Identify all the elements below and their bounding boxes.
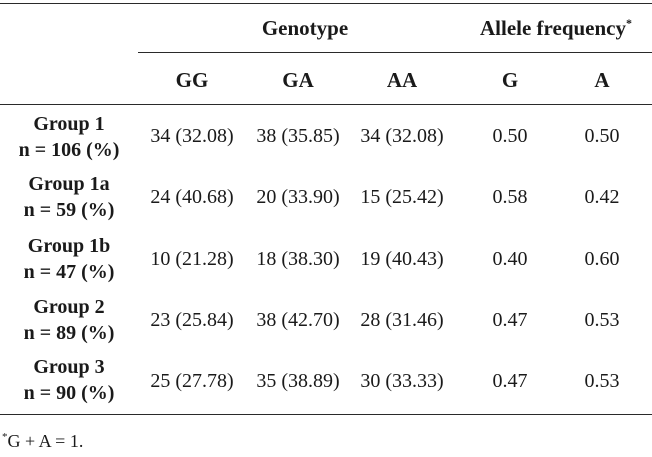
cell-gg: 10 (21.28) [150,248,234,270]
group-n: n = 90 (%) [23,382,115,404]
genotype-header: Genotype [261,16,349,40]
cell-g: 0.58 [492,186,528,208]
group-name: Group 2 [33,296,105,318]
row-label-group-1a: Group 1a n = 59 (%) [0,171,138,223]
cell-ga: 35 (38.89) [256,370,340,392]
cell-g: 0.47 [492,309,528,331]
cell-a: 0.53 [584,309,620,331]
group-name: Group 1b [27,235,111,257]
cell-a: 0.42 [584,186,620,208]
top-rule [0,3,652,4]
col-header-ga: GA [282,68,314,92]
cell-aa: 34 (32.08) [360,125,444,147]
cell-a: 0.60 [584,248,620,270]
header-rule [0,104,652,105]
cell-ga: 18 (38.30) [256,248,340,270]
allele-frequency-label: Allele frequency [480,16,626,40]
col-header-g: G [501,68,519,92]
group-name: Group 3 [33,356,105,378]
cell-gg: 24 (40.68) [150,186,234,208]
row-label-group-3: Group 3 n = 90 (%) [0,354,138,406]
table-footnote: *G + A = 1. [2,431,83,452]
row-label-group-1: Group 1 n = 106 (%) [0,111,138,163]
cell-gg: 25 (27.78) [150,370,234,392]
cell-aa: 19 (40.43) [360,248,444,270]
cell-gg: 34 (32.08) [150,125,234,147]
group-name: Group 1a [28,173,110,195]
col-header-a: A [594,68,610,92]
cell-g: 0.47 [492,370,528,392]
group-n: n = 59 (%) [23,199,115,221]
allele-frequency-marker: * [626,16,632,30]
bottom-rule [0,414,652,415]
allele-frequency-header: Allele frequency* [460,16,652,41]
cell-g: 0.50 [492,125,528,147]
row-label-group-2: Group 2 n = 89 (%) [0,294,138,346]
cell-aa: 28 (31.46) [360,309,444,331]
cell-ga: 38 (35.85) [256,125,340,147]
group-n: n = 89 (%) [23,322,115,344]
row-label-group-1b: Group 1b n = 47 (%) [0,233,138,285]
col-header-aa: AA [386,68,418,92]
cell-ga: 20 (33.90) [256,186,340,208]
group-n: n = 106 (%) [18,139,120,161]
cell-a: 0.53 [584,370,620,392]
cell-gg: 23 (25.84) [150,309,234,331]
group-name: Group 1 [33,113,105,135]
group-n: n = 47 (%) [23,261,115,283]
cell-aa: 15 (25.42) [360,186,444,208]
footnote-marker: * [2,431,8,443]
cell-ga: 38 (42.70) [256,309,340,331]
col-header-gg: GG [175,68,209,92]
footnote-text: G + A = 1. [7,431,84,451]
cell-g: 0.40 [492,248,528,270]
cell-aa: 30 (33.33) [360,370,444,392]
genotype-rule [138,52,652,53]
cell-a: 0.50 [584,125,620,147]
